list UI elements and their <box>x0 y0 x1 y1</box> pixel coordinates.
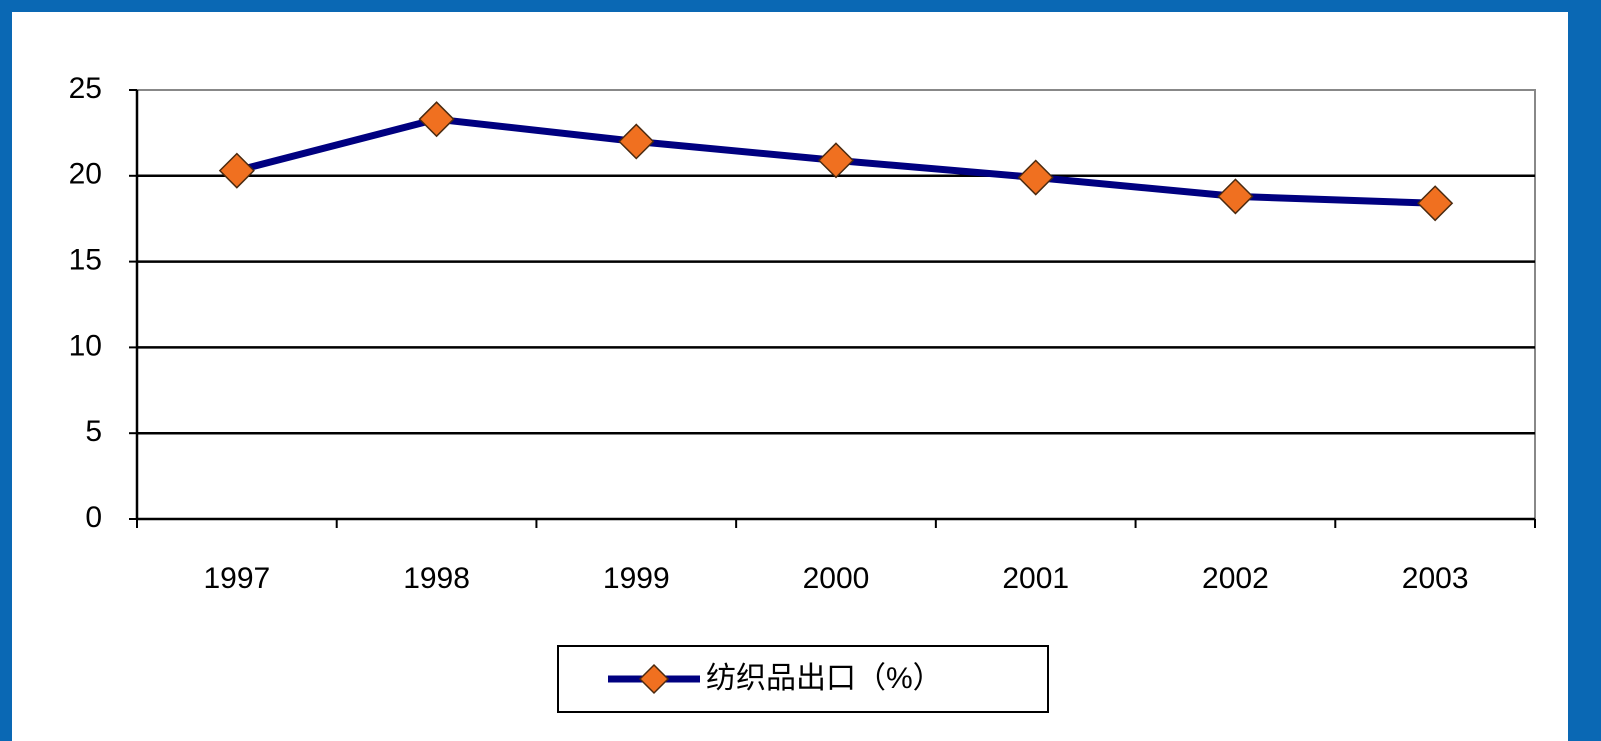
data-point <box>1417 185 1454 222</box>
data-point <box>817 142 855 179</box>
y-tick-label: 20 <box>69 158 102 191</box>
y-tick-label: 10 <box>69 329 102 362</box>
data-point <box>218 152 255 189</box>
legend-marker <box>638 663 670 695</box>
x-tick-label: 2000 <box>803 562 870 595</box>
y-tick-label: 15 <box>69 244 102 277</box>
y-tick-label: 5 <box>85 415 102 448</box>
data-point <box>1217 178 1254 215</box>
data-point <box>618 123 655 160</box>
x-tick-label: 1999 <box>603 562 670 595</box>
x-tick-label: 1998 <box>403 562 470 595</box>
x-tick-label: 1997 <box>203 562 270 595</box>
data-point <box>418 101 455 138</box>
y-tick-label: 25 <box>69 72 102 105</box>
data-point <box>1017 159 1054 196</box>
legend-label: 纺织品出口（%） <box>706 662 943 695</box>
x-tick-label: 2002 <box>1202 562 1269 595</box>
x-tick-label: 2003 <box>1402 562 1469 595</box>
x-tick-label: 2001 <box>1002 562 1069 595</box>
y-tick-label: 0 <box>85 501 102 534</box>
